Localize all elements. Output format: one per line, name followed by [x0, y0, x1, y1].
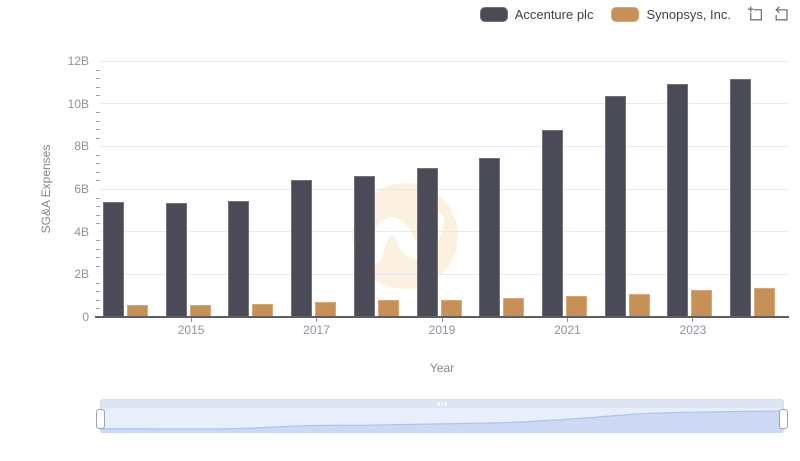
- gridline-2B: [99, 273, 789, 275]
- y-tick-label-10B: 10B: [67, 96, 89, 111]
- y-tick-label-4B: 4B: [74, 224, 89, 239]
- y-minor-tick: [96, 154, 100, 156]
- bar-accenture-2022[interactable]: [604, 96, 626, 317]
- y-minor-tick: [96, 206, 100, 208]
- bar-accenture-2018[interactable]: [353, 176, 375, 317]
- legend-label-synopsys: Synopsys, Inc.: [646, 7, 731, 22]
- y-minor-tick: [96, 78, 100, 80]
- y-minor-tick: [96, 171, 100, 173]
- bar-synopsys-2022[interactable]: [628, 293, 650, 317]
- chart-header: Accenture plc Synopsys, Inc.: [479, 6, 790, 23]
- legend-swatch-synopsys: [611, 7, 640, 22]
- y-minor-tick: [96, 257, 100, 259]
- datazoom-data-shadow: [101, 410, 783, 433]
- y-minor-tick: [96, 240, 100, 242]
- legend: Accenture plc Synopsys, Inc.: [479, 7, 731, 22]
- y-minor-tick: [96, 112, 100, 114]
- data-zoom-icon[interactable]: [747, 6, 764, 23]
- toolbox: [747, 6, 790, 23]
- legend-label-accenture: Accenture plc: [514, 7, 594, 22]
- bar-accenture-2014[interactable]: [102, 201, 124, 317]
- datazoom-left-handle[interactable]: [96, 409, 105, 429]
- y-minor-tick: [96, 308, 100, 310]
- x-tick-label-2019: 2019: [428, 323, 456, 337]
- legend-item-synopsys[interactable]: Synopsys, Inc.: [611, 7, 731, 22]
- y-minor-tick: [96, 137, 100, 139]
- y-tick-label-8B: 8B: [74, 139, 89, 154]
- restore-icon[interactable]: [773, 6, 790, 23]
- y-minor-tick: [96, 299, 100, 301]
- gridline-10B: [99, 103, 789, 105]
- bar-synopsys-2016[interactable]: [252, 303, 274, 317]
- gridline-8B: [99, 145, 789, 147]
- bar-synopsys-2024[interactable]: [754, 287, 776, 317]
- bar-synopsys-2019[interactable]: [440, 299, 462, 317]
- x-tick-label-2023: 2023: [679, 323, 707, 337]
- x-tick-2021: [566, 318, 568, 322]
- datazoom-right-handle[interactable]: [779, 409, 788, 429]
- y-minor-tick: [96, 120, 100, 122]
- x-tick-label-2015: 2015: [177, 323, 205, 337]
- y-minor-tick: [96, 163, 100, 165]
- datazoom-slider[interactable]: [96, 399, 788, 433]
- bar-accenture-2021[interactable]: [541, 130, 563, 317]
- y-minor-tick: [96, 248, 100, 250]
- x-tick-2017: [316, 318, 318, 322]
- bar-synopsys-2017[interactable]: [315, 302, 337, 317]
- bar-accenture-2015[interactable]: [165, 202, 187, 317]
- gridline-12B: [99, 60, 789, 62]
- y-tick-label-2B: 2B: [74, 267, 89, 282]
- gridline-4B: [99, 231, 789, 233]
- bar-synopsys-2023[interactable]: [691, 290, 713, 317]
- x-tick-2015: [190, 318, 192, 322]
- x-tick-label-2021: 2021: [554, 323, 581, 337]
- y-minor-tick: [96, 180, 100, 182]
- y-minor-tick: [96, 95, 100, 97]
- legend-swatch-accenture: [479, 7, 508, 22]
- y-minor-tick: [96, 129, 100, 131]
- bar-accenture-2023[interactable]: [667, 84, 689, 317]
- bar-accenture-2017[interactable]: [291, 180, 313, 317]
- datazoom-move-handle[interactable]: [101, 400, 783, 408]
- gridline-6B: [99, 188, 789, 190]
- y-minor-tick: [96, 69, 100, 71]
- y-tick-label-12B: 12B: [67, 54, 89, 68]
- bar-synopsys-2018[interactable]: [377, 299, 399, 317]
- legend-item-accenture[interactable]: Accenture plc: [479, 7, 594, 22]
- y-tick-label-6B: 6B: [74, 182, 89, 196]
- bar-accenture-2020[interactable]: [479, 158, 501, 317]
- bar-synopsys-2021[interactable]: [565, 296, 587, 317]
- x-axis-line: [95, 316, 789, 318]
- y-minor-tick: [96, 282, 100, 284]
- y-minor-tick: [96, 223, 100, 225]
- x-tick-2023: [692, 318, 694, 322]
- bar-accenture-2024[interactable]: [730, 79, 752, 317]
- bar-accenture-2016[interactable]: [228, 200, 250, 317]
- y-minor-tick: [96, 214, 100, 216]
- y-tick-label-0: 0: [82, 310, 89, 324]
- y-minor-tick: [96, 197, 100, 199]
- x-tick-2019: [441, 318, 443, 322]
- x-axis-title: Year: [429, 361, 455, 375]
- bar-synopsys-2020[interactable]: [503, 298, 525, 317]
- y-minor-tick: [96, 265, 100, 267]
- plot-area: 0 2B 4B 6B 8B 10B 12B 2015 2017 2019 2021 2023: [68, 54, 789, 337]
- bar-accenture-2019[interactable]: [416, 167, 438, 317]
- y-minor-tick: [96, 86, 100, 88]
- x-tick-label-2017: 2017: [303, 323, 330, 337]
- grip-dots-icon: [437, 402, 447, 406]
- y-minor-tick: [96, 291, 100, 293]
